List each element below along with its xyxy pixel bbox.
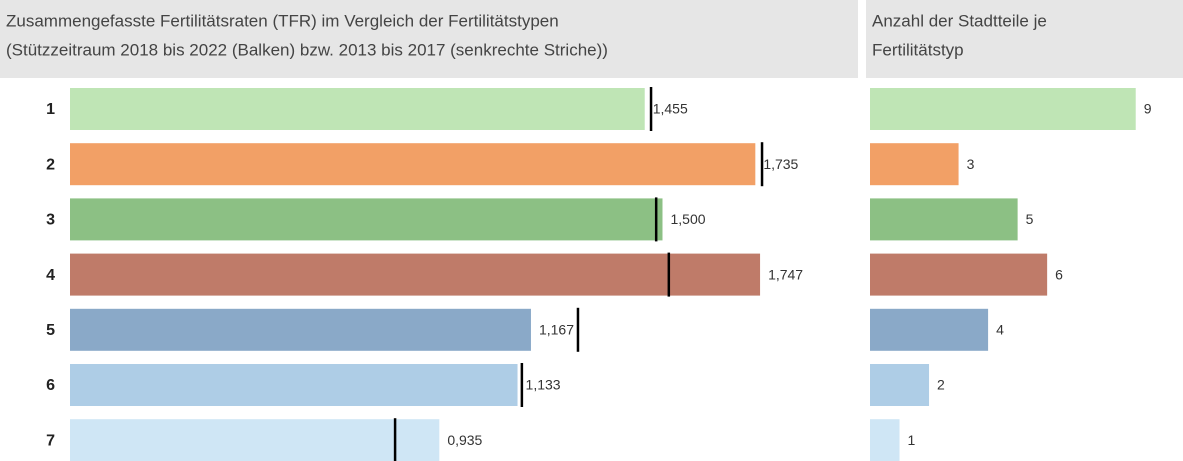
value-label: 4 <box>996 322 1004 338</box>
bar <box>870 198 1018 241</box>
category-label: 5 <box>46 322 55 339</box>
bar <box>870 143 959 186</box>
chart-title: (Stützzeitraum 2018 bis 2022 (Balken) bz… <box>6 40 608 59</box>
header-background <box>866 0 1183 78</box>
chart-title: Anzahl der Stadtteile je <box>872 11 1047 30</box>
value-label: 1,747 <box>768 266 803 282</box>
category-label: 1 <box>46 101 55 118</box>
bar <box>70 253 761 296</box>
value-label: 1,133 <box>526 377 561 393</box>
value-label: 1,735 <box>763 156 798 172</box>
value-label: 0,935 <box>447 432 482 448</box>
value-label: 1 <box>908 432 916 448</box>
bar <box>870 308 989 351</box>
chart-title: Fertilitätstyp <box>872 40 964 59</box>
value-label: 5 <box>1026 211 1034 227</box>
category-label: 3 <box>46 212 55 229</box>
chart-title: Zusammengefasste Fertilitätsraten (TFR) … <box>6 11 559 30</box>
bar <box>870 419 900 461</box>
category-label: 2 <box>46 156 55 173</box>
value-label: 3 <box>967 156 975 172</box>
bar <box>70 364 518 406</box>
value-label: 6 <box>1055 266 1063 282</box>
value-label: 1,500 <box>671 211 706 227</box>
bar <box>70 308 531 351</box>
bar <box>70 419 440 461</box>
bar <box>870 88 1136 130</box>
category-label: 7 <box>46 432 55 449</box>
bar <box>870 364 930 406</box>
bar <box>70 143 756 186</box>
header-background <box>0 0 858 78</box>
category-label: 6 <box>46 377 55 394</box>
bar <box>70 198 663 241</box>
bar <box>870 253 1048 296</box>
value-label: 9 <box>1144 101 1152 117</box>
bar <box>70 88 645 130</box>
value-label: 1,167 <box>539 322 574 338</box>
value-label: 1,455 <box>653 101 688 117</box>
category-label: 4 <box>46 267 55 284</box>
value-label: 2 <box>937 377 945 393</box>
